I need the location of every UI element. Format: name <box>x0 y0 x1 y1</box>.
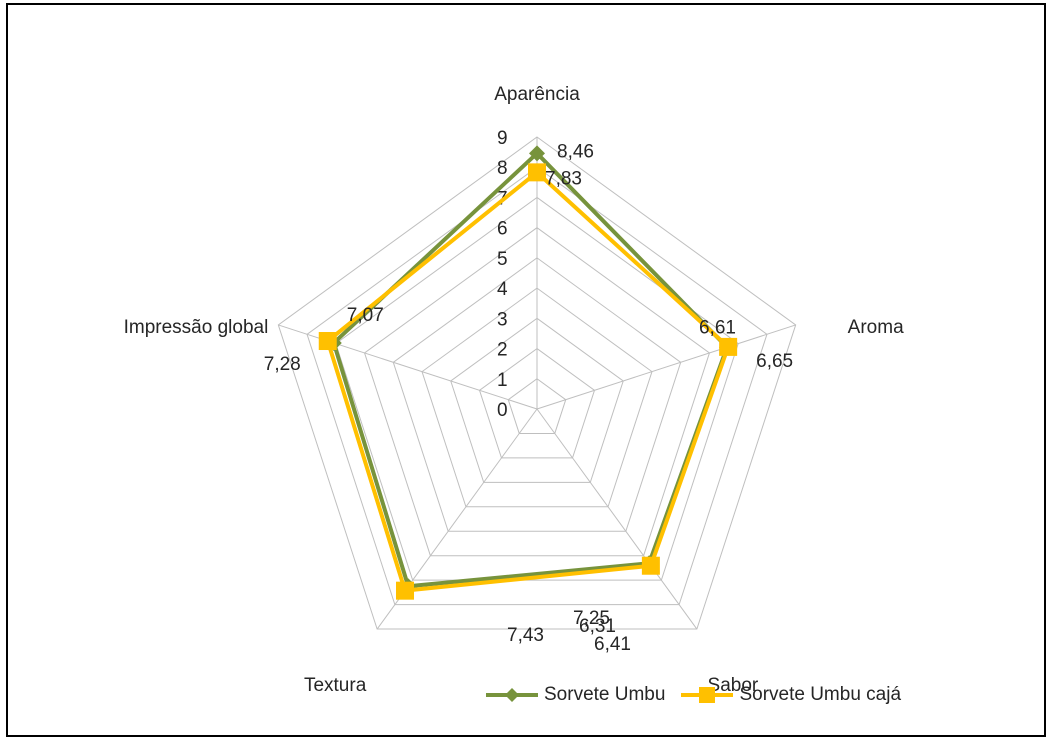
data-label: 7,43 <box>507 625 544 646</box>
data-label: 7,83 <box>545 168 582 189</box>
data-label: 6,41 <box>594 634 631 655</box>
data-label: 7,28 <box>264 354 301 375</box>
tick-label: 2 <box>497 340 508 361</box>
data-label: 7,07 <box>347 305 384 326</box>
data-label: 6,65 <box>756 351 793 372</box>
data-point-square <box>528 163 546 182</box>
legend-marker-umbu <box>486 688 538 702</box>
tick-label: 9 <box>497 128 508 149</box>
tick-label: 6 <box>497 219 508 240</box>
tick-label: 0 <box>497 400 508 421</box>
data-point-square <box>318 332 337 351</box>
data-label: 7,25 <box>573 608 610 629</box>
data-label: 6,31 <box>579 616 616 637</box>
legend-label-umbu-caja: Sorvete Umbu cajá <box>739 684 902 705</box>
grid-ring <box>450 317 624 483</box>
radar-grid <box>277 136 797 630</box>
data-label: 6,61 <box>699 317 736 338</box>
data-label: 8,46 <box>557 141 594 162</box>
axis-labels: Aparência Aroma Sabor Textura Impressão glob… <box>124 84 904 696</box>
axis-label: Sabor <box>708 675 759 696</box>
grid-ring <box>363 227 711 557</box>
legend-entry-umbu-caja: Sorvete Umbu cajá <box>679 684 901 706</box>
data-point-square <box>396 581 415 600</box>
legend: Sorvete Umbu Sorvete Umbu cajá <box>484 680 901 710</box>
axis-label: Impressão global <box>124 317 269 338</box>
grid-spoke <box>536 324 796 410</box>
series-lines <box>318 145 738 600</box>
chart-frame <box>6 3 1046 737</box>
data-point-diamond <box>529 145 545 162</box>
legend-marker-umbu-caja <box>681 687 734 703</box>
legend-label-umbu: Sorvete Umbu <box>544 684 666 705</box>
grid-ring <box>277 136 797 630</box>
grid-spoke <box>536 408 698 630</box>
data-labels: 8,46 6,61 6,317,25 7,07 7,83 6,65 6,41 7,43 7,28 <box>264 141 793 655</box>
series-line-1 <box>325 170 731 593</box>
grid-ring <box>392 257 682 532</box>
axis-label: Textura <box>304 675 367 696</box>
legend-entry-umbu: Sorvete Umbu <box>484 684 665 706</box>
tick-label: 8 <box>497 158 508 179</box>
tick-label: 4 <box>497 279 508 300</box>
tick-label: 1 <box>497 370 508 391</box>
grid-ring <box>507 378 567 434</box>
tick-label: 3 <box>497 309 508 330</box>
grid-ring <box>478 347 596 459</box>
tick-label: 5 <box>497 249 508 270</box>
data-point-square <box>641 556 660 575</box>
axis-label: Aroma <box>848 317 904 338</box>
grid-ring <box>306 166 768 606</box>
grid-spoke <box>278 324 538 410</box>
data-point-square <box>719 337 738 356</box>
grid-ring <box>335 196 739 581</box>
grid-ring <box>421 287 653 508</box>
axis-label: Aparência <box>494 84 580 105</box>
